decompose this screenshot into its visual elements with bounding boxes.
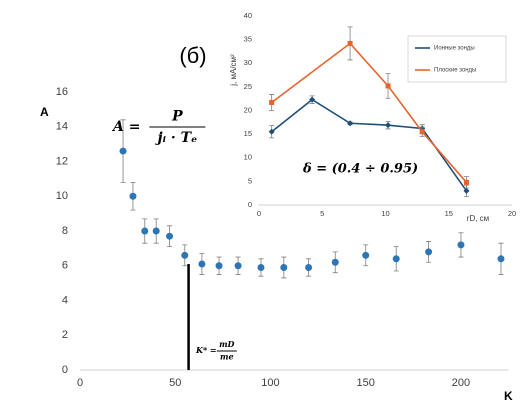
y-tick-label: 15 [244,129,252,138]
data-point [152,227,160,235]
x-tick-label: 5 [320,209,324,218]
y-tick-label: 12 [56,155,68,167]
y-tick-label: 14 [56,121,68,133]
y-tick-label: 6 [62,260,68,272]
marker [385,83,391,89]
data-point [362,251,370,259]
y-tick-label: 20 [244,105,252,114]
x-tick-label: 20 [508,209,516,218]
legend-box [407,35,507,83]
y-tick-label: 8 [62,225,68,237]
formula: δ = (0.4 ÷ 0.95) [302,162,418,177]
y-tick-label: 16 [56,86,68,98]
y-tick-label: 0 [62,364,68,376]
x-tick-label: 15 [445,209,453,218]
x-tick-label: 0 [257,209,261,218]
y-tick-label: 5 [248,176,252,185]
formula-numerator: mD [219,339,234,349]
x-tick-label: 0 [77,377,83,389]
series-line [271,98,468,192]
formula-denominator: jᵢ · Tₑ [155,130,198,146]
x-tick-label: 50 [169,377,181,389]
formula-lhs: K* = [195,345,217,355]
y-tick-label: 10 [56,190,68,202]
y-tick-label: 40 [244,11,252,20]
data-point [305,263,313,271]
data-point [234,262,242,270]
data-point [181,251,189,259]
data-point [215,262,223,270]
x-tick-label: 100 [261,377,279,389]
formula-denominator: me [220,351,234,361]
data-point [166,232,174,240]
y-axis-title: A [40,105,49,119]
data-point [425,248,433,256]
marker [347,120,354,127]
data-point [457,241,465,249]
y-tick-label: 2 [62,329,68,341]
x-tick-label: 150 [357,377,375,389]
legend-label: Ионные зонды [434,46,475,52]
x-axis-title: K [504,389,513,403]
legend-label: Плоские зонды [434,68,476,74]
data-point [141,227,149,235]
inset-background [215,5,520,227]
data-point [280,263,288,271]
data-point [331,258,339,266]
data-point [119,147,127,155]
marker [309,96,316,103]
marker [347,40,353,46]
marker [463,187,470,194]
marker [269,99,275,105]
formula-numerator: P [171,109,183,125]
formula-lhs: A = [111,119,140,135]
y-tick-label: 25 [244,82,252,91]
data-point [257,263,265,271]
data-point [497,255,505,263]
marker [268,128,275,135]
x-axis-title: rD, см [467,214,489,223]
x-tick-label: 200 [452,377,470,389]
data-point [198,260,206,268]
marker [385,122,392,129]
y-tick-label: 30 [244,58,252,67]
marker [463,179,469,185]
y-tick-label: 4 [62,294,68,306]
marker [419,129,425,135]
data-point [392,255,400,263]
y-tick-label: 35 [244,35,252,44]
y-axis-title: j, мА/см² [229,54,238,87]
data-point [129,192,137,200]
x-tick-label: 10 [381,209,389,218]
y-tick-label: 0 [248,200,252,209]
panel-label: (б) [179,43,206,68]
y-tick-label: 10 [244,153,252,162]
